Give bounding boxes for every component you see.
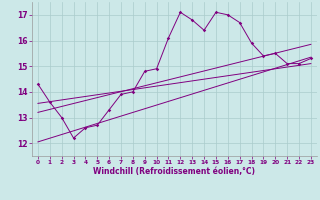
X-axis label: Windchill (Refroidissement éolien,°C): Windchill (Refroidissement éolien,°C) (93, 167, 255, 176)
